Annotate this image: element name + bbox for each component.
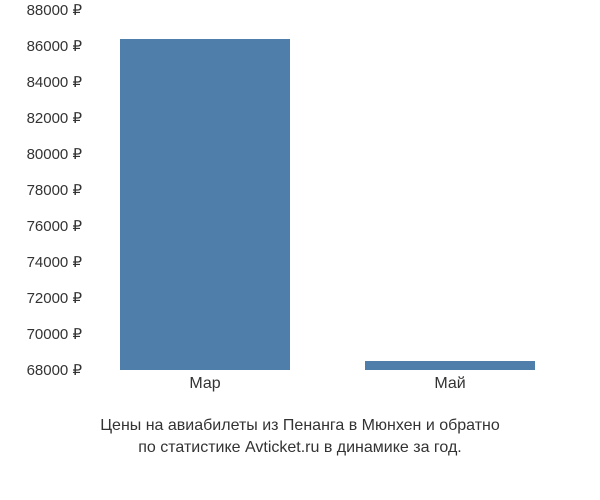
- y-tick-label: 68000 ₽: [27, 361, 82, 379]
- y-tick-label: 76000 ₽: [27, 217, 82, 235]
- y-tick-label: 84000 ₽: [27, 73, 82, 91]
- price-chart: 68000 ₽ 70000 ₽ 72000 ₽ 74000 ₽ 76000 ₽ 78000…: [0, 0, 600, 500]
- y-tick-label: 86000 ₽: [27, 37, 82, 55]
- plot-area: [90, 10, 580, 370]
- caption-line-2: по статистике Avticket.ru в динамике за …: [0, 437, 600, 459]
- bar: [120, 39, 290, 370]
- y-tick-label: 72000 ₽: [27, 289, 82, 307]
- x-tick-label: Май: [434, 375, 465, 393]
- x-axis: Мар Май: [90, 375, 580, 405]
- x-tick-label: Мар: [189, 375, 220, 393]
- chart-caption: Цены на авиабилеты из Пенанга в Мюнхен и…: [0, 415, 600, 460]
- bar: [365, 361, 535, 370]
- y-tick-label: 78000 ₽: [27, 181, 82, 199]
- y-tick-label: 88000 ₽: [27, 1, 82, 19]
- y-tick-label: 74000 ₽: [27, 253, 82, 271]
- y-tick-label: 80000 ₽: [27, 145, 82, 163]
- y-axis: 68000 ₽70000 ₽72000 ₽74000 ₽76000 ₽78000…: [0, 10, 90, 370]
- y-tick-label: 70000 ₽: [27, 325, 82, 343]
- caption-line-1: Цены на авиабилеты из Пенанга в Мюнхен и…: [0, 415, 600, 437]
- y-tick-label: 82000 ₽: [27, 109, 82, 127]
